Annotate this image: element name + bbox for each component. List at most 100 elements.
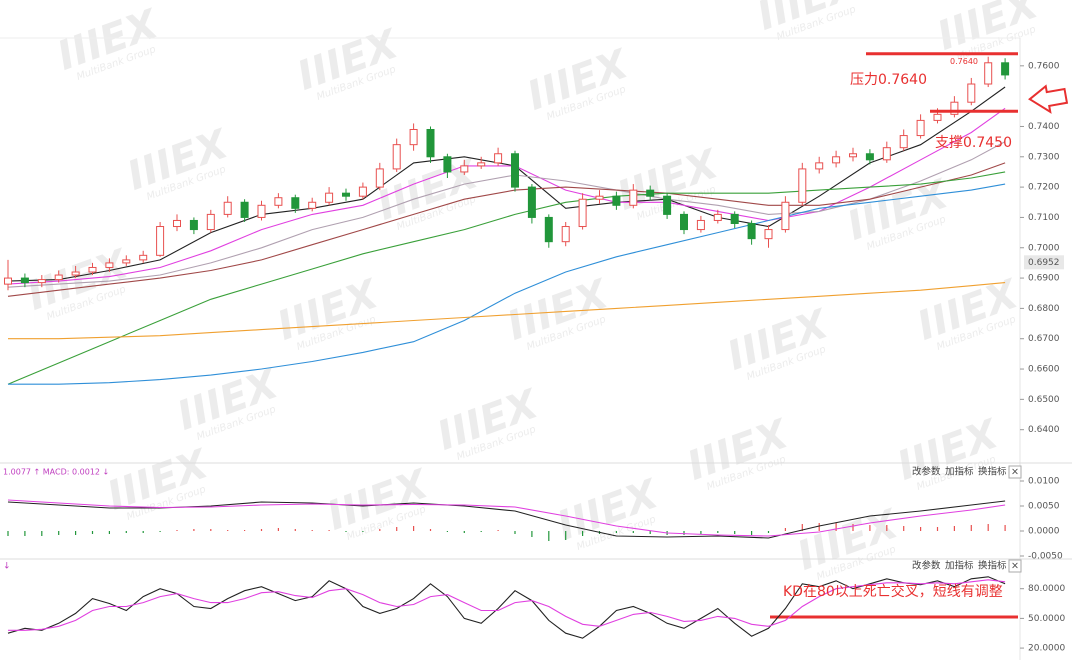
candle-body [984,62,993,85]
candle-body [223,201,232,215]
candle-body [156,226,165,256]
arrow-icon [1028,84,1069,114]
candle-body [764,229,773,240]
close-box [1008,465,1022,479]
candle-body [71,271,80,276]
candle-body [426,128,435,158]
indicator-line [8,183,1006,385]
candle-body [1001,62,1010,76]
panel-button[interactable]: 加指标 [945,466,974,478]
candle-body [730,213,739,224]
candle-body [325,192,334,203]
y-tick-label: 0.6700 [1028,334,1060,344]
resistance-label: 0.7640 [950,57,978,66]
candle-body [105,262,114,268]
candle-body [240,201,249,218]
candle-body [443,156,452,173]
candle-body [663,195,672,215]
y-tick-label: 0.0100 [1028,477,1060,487]
candle-body [595,195,604,200]
panel-header: 1.0077 ↑ MACD: 0.0012 ↓ [3,468,109,477]
last-price-label: 0.6952 [1028,258,1060,268]
candle-body [933,113,942,121]
y-tick-label: 0.0050 [1028,502,1060,512]
candle-body [173,219,181,228]
candle-body [122,259,131,264]
candle-body [747,222,756,240]
y-tick-label: 0.6400 [1028,425,1060,435]
candle-body [527,186,536,218]
candle-body [257,204,266,218]
candle-body [189,219,198,231]
panel-button[interactable]: 换指标 [978,466,1007,478]
candle-body [409,128,418,146]
candle-body [206,213,215,231]
y-tick-label: 50.0000 [1028,614,1065,624]
candle-body [4,277,12,285]
candle-body [561,226,570,243]
candle-body [950,101,959,115]
candle-body [781,201,790,231]
candle-body [629,189,638,206]
candle-body [392,144,401,170]
y-tick-label: 0.6800 [1028,304,1060,314]
candle-body [88,266,97,273]
candle-body [37,279,46,284]
close-box [1008,559,1022,573]
y-tick-label: 0.7200 [1028,183,1060,193]
candle-body [646,189,655,197]
y-tick-label: 0.7600 [1028,61,1060,71]
candle-body [612,195,621,206]
candle-body [849,153,857,158]
candle-body [882,147,891,161]
candle-body [865,153,874,161]
annotation: 压力0.7640 [850,72,927,88]
indicator-line [8,282,1006,340]
candle-body [967,83,976,103]
candle-body [544,216,553,243]
indicator-line [7,499,1006,537]
y-tick-label: 0.6600 [1028,365,1060,375]
y-tick-label: 0.7400 [1028,122,1060,132]
annotation: 支撑0.7450 [935,135,1012,151]
candle-body [494,153,503,164]
candle-body [375,168,384,188]
candle-body [916,119,925,137]
candle-body [20,277,29,284]
indicator-line [8,579,1006,631]
candle-body [358,186,367,197]
candle-body [511,153,519,188]
candle-body [696,219,705,231]
indicator-line [7,576,1006,639]
candle-body [139,254,148,261]
panel-button[interactable]: × [1011,467,1019,478]
last-price-box [1024,255,1064,270]
y-tick-label: 0.7000 [1028,243,1060,253]
panel-button[interactable]: 加指标 [945,560,974,572]
candle-body [477,162,486,167]
indicator-line [7,171,1006,385]
candle-body [680,213,688,231]
panel-button[interactable]: 改参数 [912,466,941,478]
panel-button[interactable]: 换指标 [978,560,1007,572]
y-tick-label: 0.7100 [1028,213,1060,223]
candle-body [308,201,317,209]
candle-body [274,197,283,206]
y-tick-label: 80.0000 [1028,584,1065,594]
panel-button[interactable]: 改参数 [912,560,941,572]
y-tick-label: 20.0000 [1028,644,1065,654]
y-tick-label: -0.0050 [1028,552,1063,562]
candle-body [832,156,841,164]
y-tick-label: 0.6900 [1028,274,1060,284]
candle-body [342,192,350,197]
candle-body [54,274,63,281]
annotation: KD在80以上死亡交叉，短线有调整 [783,583,1003,600]
panel-button[interactable]: × [1011,561,1019,572]
panel-header: ↓ [3,562,11,572]
candle-body [815,162,824,170]
y-tick-label: 0.7300 [1028,152,1060,162]
candle-body [460,165,469,173]
candle-body [798,168,807,203]
candle-body [899,135,908,149]
